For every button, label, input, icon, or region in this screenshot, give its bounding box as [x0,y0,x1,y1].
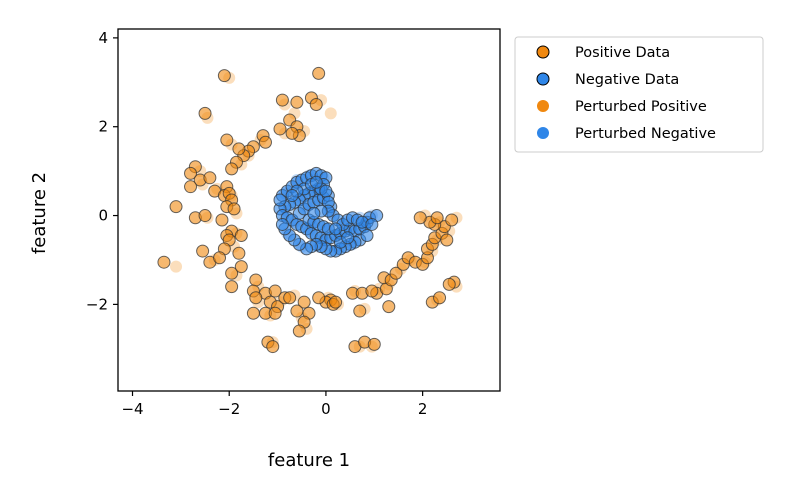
plot-frame [117,28,501,392]
positive-data-point [184,180,198,194]
positive-data-point [413,211,427,225]
positive-data-point [297,295,311,309]
y-axis-label: feature 2 [29,172,50,254]
positive-data-point [290,304,304,318]
x-axis: −4 −2 0 2 [121,391,427,418]
legend-marker-negative-data [536,72,550,86]
positive-data-point [273,122,287,136]
positive-data-point [225,280,239,294]
legend-entry-perturbed-positive: Perturbed Positive [537,99,707,115]
negative-data-point [341,231,355,245]
positive-data-point [440,233,454,247]
positive-data-point [249,291,263,305]
legend-marker-perturbed-positive [537,100,549,112]
positive-data-point [329,295,343,309]
legend-label-positive-data: Positive Data [575,45,670,61]
positive-data-point [290,95,304,109]
x-tick-label: 2 [418,400,428,418]
positive-data-point [234,260,248,274]
negative-data-point [275,217,289,231]
x-tick-label: 0 [321,400,331,418]
positive-data-point [246,306,260,320]
positive-data-point [215,213,229,227]
positive-data-point [225,266,239,280]
x-tick-label: −2 [218,400,240,418]
negative-data-point [309,175,323,189]
legend-label-negative-data: Negative Data [575,72,679,88]
y-tick-label: −2 [86,295,108,313]
positive-data-point [275,93,289,107]
positive-data-point [249,273,263,287]
positive-data-point [312,66,326,80]
positive-data-point [157,255,171,269]
y-tick-label: 2 [98,118,108,136]
positive-data-point [198,106,212,120]
positive-data-point [232,142,246,156]
positive-data-point [234,229,248,243]
negative-data-point [307,206,321,220]
positive-data-point [445,213,459,227]
positive-data-point [232,246,246,260]
positive-data-point [442,277,456,291]
legend-marker-positive-data [536,45,550,59]
negative-data-point [360,229,374,243]
positive-data-point [312,291,326,305]
positive-data-point [285,126,299,140]
positive-data-point [184,166,198,180]
positive-data-point [433,291,447,305]
legend-entry-positive-data: Positive Data [536,45,670,61]
x-tick-label: −4 [121,400,143,418]
positive-data-point [217,69,231,83]
positive-data-point [258,135,272,149]
legend: Positive Data Negative Data Perturbed Po… [514,36,764,153]
positive-data-point [389,266,403,280]
negative-data-point [273,193,287,207]
positive-data-point [203,171,217,185]
positive-data-point [196,244,210,258]
positive-data-point [430,211,444,225]
positive-data-point [213,251,227,265]
legend-frame [514,36,764,153]
positive-data-point [225,162,239,176]
positive-data-point [220,133,234,147]
legend-marker-perturbed-negative [537,127,549,139]
legend-entry-perturbed-negative: Perturbed Negative [537,126,716,142]
negative-data-point [319,184,333,198]
positive-data-point [382,300,396,314]
y-tick-label: 4 [98,29,108,47]
positive-data-point [227,202,241,216]
positive-data-point [268,284,282,298]
legend-entry-negative-data: Negative Data [536,72,679,88]
perturbed-positive-point [324,107,337,120]
positive-data-point [365,284,379,298]
positive-data-point [367,337,381,351]
x-axis-label: feature 1 [268,450,350,471]
negative-data-point [329,222,343,236]
positive-data-point [268,306,282,320]
data-points-layer [157,66,461,354]
positive-data-point [266,340,280,354]
negative-data-point [365,217,379,231]
perturbed-positive-point [170,260,183,273]
legend-label-perturbed-positive: Perturbed Positive [575,99,707,115]
positive-data-point [283,291,297,305]
positive-data-point [292,324,306,338]
legend-label-perturbed-negative: Perturbed Negative [575,126,716,142]
positive-data-point [353,304,367,318]
positive-data-point [309,98,323,112]
positive-data-point [198,209,212,223]
y-axis: −2 0 2 4 [86,29,118,313]
negative-data-point [285,189,299,203]
y-tick-label: 0 [98,207,108,225]
positive-data-point [169,200,183,214]
